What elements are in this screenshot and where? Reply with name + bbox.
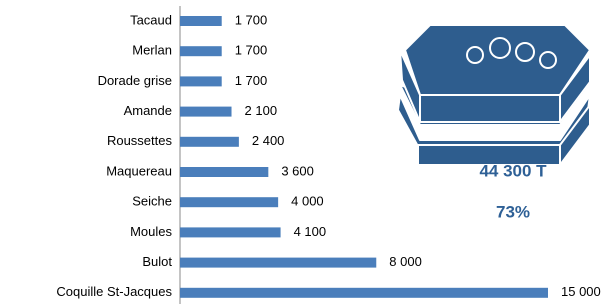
value-label: 4 100	[294, 224, 327, 239]
annotation: 73%	[496, 202, 530, 221]
bar	[180, 107, 232, 117]
bar	[180, 167, 268, 177]
bar	[180, 46, 222, 56]
value-label: 3 600	[281, 163, 314, 178]
bar	[180, 16, 222, 26]
value-label: 1 700	[235, 43, 268, 58]
bar	[180, 76, 222, 86]
value-label: 8 000	[389, 254, 422, 269]
crate-icon	[398, 25, 590, 165]
category-label: Roussettes	[107, 133, 173, 148]
bar	[180, 258, 376, 268]
value-label: 4 000	[291, 194, 324, 209]
category-label: Moules	[130, 224, 172, 239]
bar	[180, 137, 239, 147]
category-label: Tacaud	[130, 12, 172, 27]
category-label: Maquereau	[106, 163, 172, 178]
category-label: Seiche	[132, 194, 172, 209]
bar	[180, 197, 278, 207]
category-label: Coquille St-Jacques	[56, 284, 172, 299]
value-label: 1 700	[235, 12, 268, 27]
value-label: 2 100	[245, 103, 278, 118]
annotation: 44 300 T	[479, 161, 547, 180]
category-label: Amande	[124, 103, 172, 118]
value-label: 15 000	[561, 284, 601, 299]
value-label: 2 400	[252, 133, 285, 148]
category-label: Dorade grise	[98, 73, 172, 88]
value-label: 1 700	[235, 73, 268, 88]
chart: 44 300 T 73% Tacaud 1 700 Merlan 1 700 Dorad…	[0, 0, 616, 304]
bar	[180, 227, 281, 237]
category-label: Merlan	[132, 43, 172, 58]
bar	[180, 288, 548, 298]
category-label: Bulot	[142, 254, 172, 269]
